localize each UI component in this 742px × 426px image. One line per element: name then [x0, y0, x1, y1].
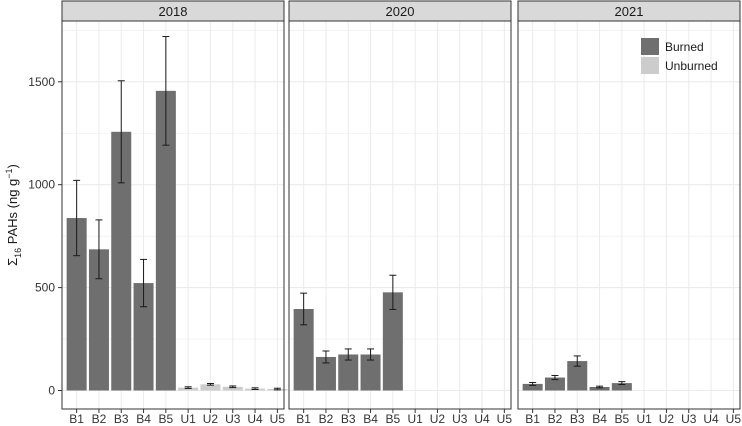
x-tick-label-U1: U1: [407, 412, 423, 426]
bar-2021-B5: [611, 383, 632, 391]
x-tick-label-B2: B2: [548, 412, 563, 426]
x-tick-label-U2: U2: [659, 412, 675, 426]
x-tick-label-B2: B2: [319, 412, 334, 426]
error-bar-2018-U2: [206, 383, 214, 386]
facet-strip-label: 2018: [159, 4, 188, 19]
x-tick-label-U4: U4: [703, 412, 719, 426]
bar-2018-U3: [222, 386, 243, 391]
bar-2021-B3: [567, 361, 588, 391]
x-tick-label-U2: U2: [203, 412, 219, 426]
legend-label: Unburned: [665, 59, 718, 73]
bar-2021-B4: [589, 387, 610, 391]
x-tick-label-U4: U4: [247, 412, 263, 426]
facet-panel-2018: 2018 B1 B2 B3 B4 B5 U1 U2 U3 U4 U5: [61, 0, 288, 426]
error-bar-2018-U4: [251, 387, 259, 390]
y-axis-title-symbol: Σ: [5, 258, 20, 266]
panel-border: [288, 20, 512, 410]
facet-panel-2020: 2020 B1 B2 B3 B4 B5 U1 U2 U3 U4 U5: [288, 0, 513, 426]
panel-border: [61, 20, 285, 410]
y-tick-label: 1500: [28, 75, 55, 89]
y-axis-title: Σ16 PAHs (ng g−1): [4, 164, 23, 266]
error-bar-2018-U5: [273, 387, 281, 391]
bar-2018-B4: [133, 283, 154, 391]
bar-2020-B2: [315, 356, 336, 391]
x-tick-label-U3: U3: [225, 412, 241, 426]
x-tick-label-B3: B3: [570, 412, 585, 426]
y-tick-label: 0: [48, 384, 55, 398]
facet-panel-2021: 2021 B1 B2 B3 B4 B5 U1 U2 U3 U4 U5: [517, 0, 742, 426]
y-axis-title-subscript: 16: [13, 248, 23, 258]
error-bar-2020-B1: [300, 292, 308, 326]
x-tick-label-B5: B5: [615, 412, 630, 426]
x-tick-label-B2: B2: [92, 412, 107, 426]
y-tick-label: 1000: [28, 178, 55, 192]
facet-strip-label: 2021: [615, 4, 644, 19]
panel-background: [518, 21, 740, 409]
error-bar-2020-B2: [322, 350, 330, 364]
error-bar-2021-B2: [551, 374, 559, 381]
x-tick-label-B5: B5: [386, 412, 401, 426]
x-tick-label-U1: U1: [180, 412, 196, 426]
error-bar-2020-B4: [367, 348, 375, 361]
x-tick-label-U5: U5: [270, 412, 286, 426]
bar-2020-B5: [382, 292, 403, 391]
panel-border: [517, 20, 741, 410]
legend: Burned Unburned: [641, 38, 718, 74]
facet-strip-label: 2020: [386, 4, 415, 19]
bar-2018-U1: [178, 387, 199, 391]
x-tick-label-U5: U5: [497, 412, 513, 426]
y-axis-title-superscript: −1: [4, 168, 14, 178]
y-axis-title-end: ): [5, 164, 20, 168]
x-tick-label-U4: U4: [474, 412, 490, 426]
error-bar-2018-B5: [162, 36, 170, 146]
bar-2018-U2: [200, 384, 221, 391]
bar-2018-B1: [66, 218, 87, 391]
bar-2020-B1: [293, 309, 314, 391]
bar-2018-B5: [155, 90, 176, 391]
x-tick-label-B5: B5: [159, 412, 174, 426]
error-bar-2018-U3: [229, 385, 237, 389]
error-bar-2021-B4: [596, 385, 604, 389]
legend-swatch: [641, 57, 659, 74]
error-bar-2021-B5: [618, 381, 626, 386]
error-bar-2018-B1: [73, 179, 81, 257]
bar-2018-B2: [88, 249, 109, 391]
x-tick-label-U5: U5: [726, 412, 742, 426]
error-bar-2021-B1: [529, 381, 537, 386]
bar-2020-B3: [338, 354, 359, 391]
x-tick-label-B4: B4: [136, 412, 151, 426]
x-tick-label-B1: B1: [296, 412, 311, 426]
x-tick-label-U3: U3: [681, 412, 697, 426]
y-tick-label: 500: [35, 281, 55, 295]
y-axis-label: Σ16 PAHs (ng g−1): [4, 164, 23, 266]
bar-2020-B4: [360, 354, 381, 391]
error-bar-2020-B5: [389, 274, 397, 310]
error-bar-2020-B3: [344, 348, 352, 361]
x-tick-label-B1: B1: [69, 412, 84, 426]
y-axis-title-main: PAHs (ng g: [5, 179, 20, 248]
x-tick-label-B4: B4: [363, 412, 378, 426]
bar-2021-B2: [544, 377, 565, 391]
x-tick-label-B4: B4: [592, 412, 607, 426]
x-tick-label-B3: B3: [114, 412, 129, 426]
bar-2021-B1: [522, 383, 543, 391]
error-bar-2018-B4: [140, 258, 148, 308]
error-bar-2021-B3: [573, 355, 581, 367]
legend-label: Burned: [665, 40, 704, 54]
error-bar-2018-U1: [184, 386, 192, 389]
x-tick-label-B1: B1: [525, 412, 540, 426]
legend-item-burned: Burned: [641, 38, 704, 55]
error-bar-2018-B3: [117, 80, 125, 184]
bar-2018-B3: [111, 131, 132, 391]
x-tick-label-U3: U3: [452, 412, 468, 426]
x-tick-label-U1: U1: [636, 412, 652, 426]
legend-item-unburned: Unburned: [641, 57, 718, 74]
x-tick-label-B3: B3: [341, 412, 356, 426]
x-tick-label-U2: U2: [430, 412, 446, 426]
legend-swatch: [641, 38, 659, 55]
error-bar-2018-B2: [95, 219, 103, 280]
